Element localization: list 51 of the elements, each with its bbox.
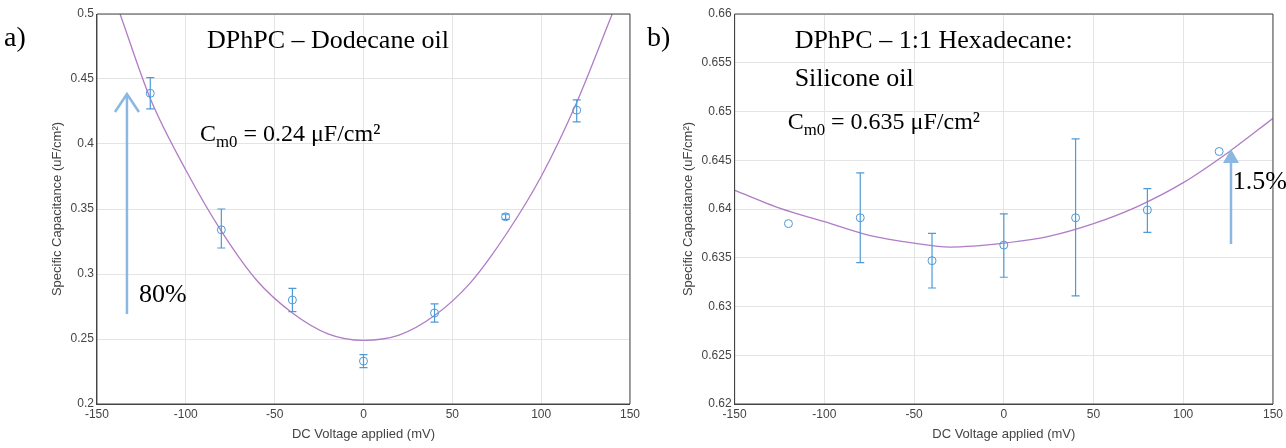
x-tick-label: -50 — [265, 406, 284, 421]
x-tick-label: 150 — [619, 406, 641, 421]
y-tick-label: 0.655 — [701, 55, 732, 70]
annotation: 1.5% — [1232, 166, 1286, 195]
point — [287, 295, 297, 305]
x-tick-label: -100 — [812, 406, 837, 421]
point — [783, 219, 793, 229]
x-tick-label: 0 — [360, 406, 368, 421]
x-tick-label: 100 — [531, 406, 552, 421]
y-axis-title: Specific Capacitance (uF/cm²) — [680, 121, 696, 297]
point — [855, 213, 865, 223]
point — [927, 256, 937, 266]
y-axis-title: Specific Capacitance (uF/cm²) — [49, 121, 65, 297]
x-tick-label: -50 — [905, 406, 924, 421]
y-tick-label: 0.65 — [708, 103, 732, 118]
y-tick-label: 0.63 — [708, 298, 732, 313]
y-tick-label: 0.25 — [70, 331, 95, 346]
x-tick-label: 50 — [445, 406, 460, 421]
point — [1071, 213, 1081, 223]
x-tick-label: 100 — [1173, 406, 1194, 421]
y-tick-label: 0.5 — [77, 6, 95, 21]
x-tick-label: 50 — [1086, 406, 1101, 421]
point — [1214, 146, 1224, 156]
annotation: 80% — [138, 279, 187, 308]
y-tick-label: 0.4 — [77, 136, 95, 151]
point — [216, 225, 226, 235]
text: a) — [4, 21, 26, 52]
y-tick-label: 0.645 — [701, 152, 732, 167]
point — [430, 308, 440, 318]
y-tick-label: 0.66 — [708, 6, 732, 21]
point — [999, 240, 1009, 250]
x-tick-label: 0 — [1000, 406, 1008, 421]
x-axis-title: DC Voltage applied (mV) — [932, 425, 1076, 441]
x-tick-label: -150 — [722, 406, 747, 421]
y-tick-label: 0.3 — [77, 266, 95, 281]
y-tick-label: 0.45 — [70, 71, 95, 86]
x-tick-label: -100 — [173, 406, 199, 421]
y-tick-label: 0.625 — [701, 347, 732, 362]
y-tick-label: 0.64 — [708, 201, 732, 216]
text: DPhPC – 1:1 Hexadecane: Silicone oil — [794, 25, 1073, 92]
x-axis-title: DC Voltage applied (mV) — [291, 425, 436, 441]
text: b) — [647, 21, 671, 52]
y-tick-label: 0.635 — [701, 250, 732, 265]
x-tick-label: -150 — [84, 406, 110, 421]
chart-title: DPhPC – Dodecane oil — [206, 25, 449, 54]
point — [145, 88, 155, 98]
y-tick-label: 0.35 — [70, 201, 95, 216]
line-series — [119, 14, 613, 341]
x-tick-label: 150 — [1262, 406, 1284, 421]
point — [572, 105, 582, 115]
point — [1142, 205, 1152, 215]
